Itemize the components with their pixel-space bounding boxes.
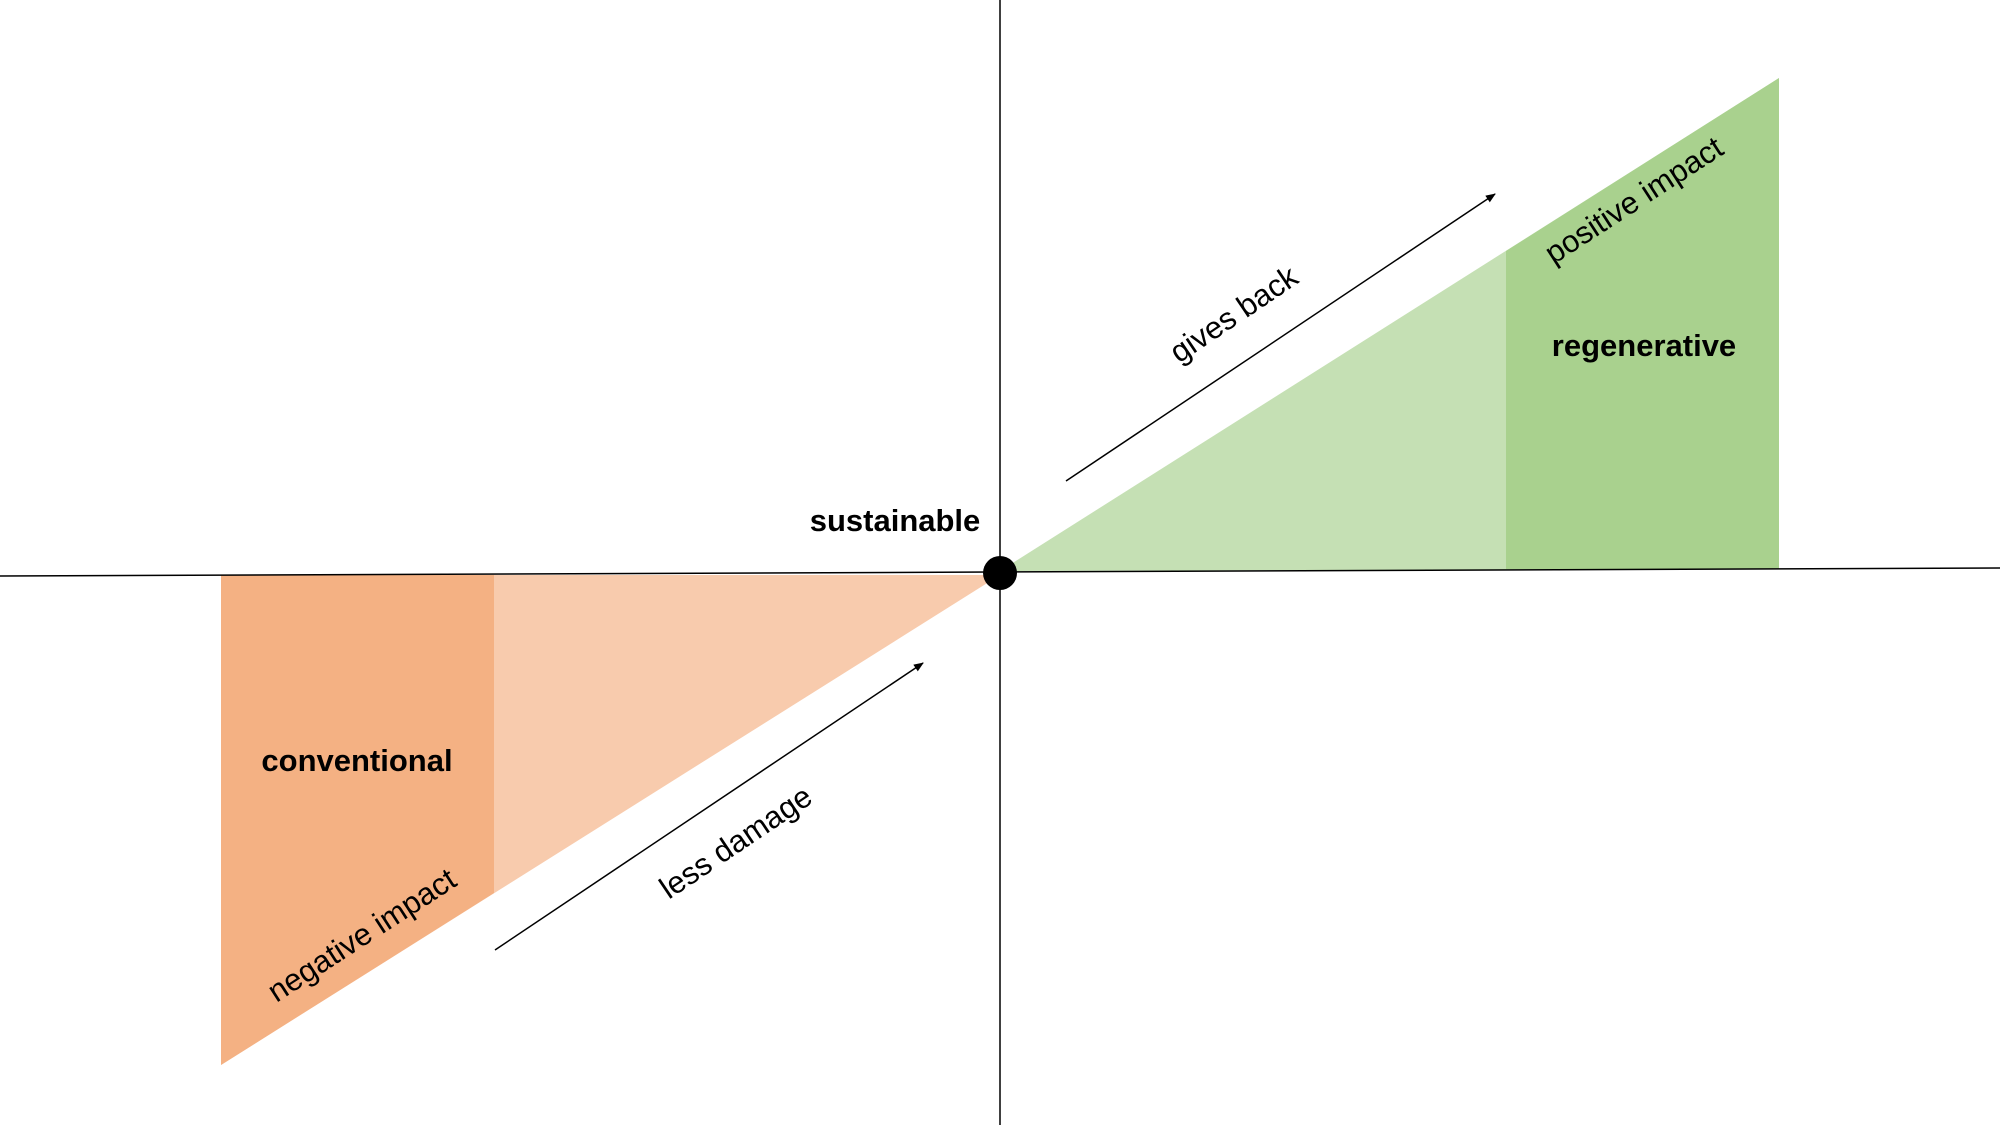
arrow [1065, 193, 1496, 482]
dark-orange-area [221, 575, 494, 1065]
arrow [494, 662, 924, 951]
origin-dot [983, 556, 1017, 590]
zone-label: regenerative [1552, 328, 1736, 363]
arrow-label: gives back [1163, 258, 1304, 369]
arrow-label: less damage [653, 778, 818, 905]
center-label: sustainable [810, 503, 981, 538]
zone-label: conventional [261, 743, 452, 778]
dark-green-area [1506, 78, 1779, 569]
